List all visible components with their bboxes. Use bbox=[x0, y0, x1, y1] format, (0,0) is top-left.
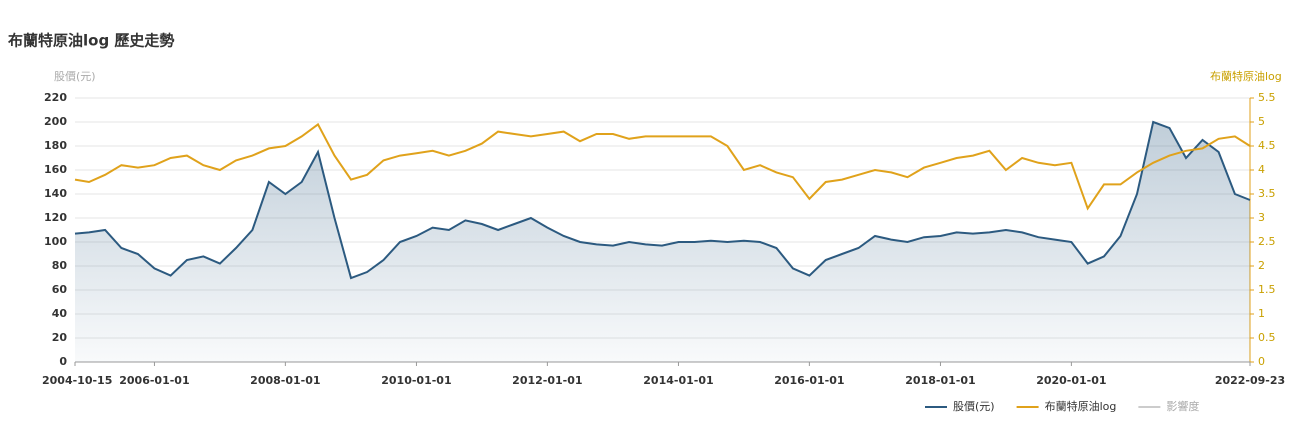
y2-tick-label: 5.5 bbox=[1258, 91, 1276, 104]
area bbox=[75, 122, 1250, 362]
y2-tick-label: 2.5 bbox=[1258, 235, 1276, 248]
y-tick-label: 60 bbox=[52, 283, 68, 296]
y-tick-label: 80 bbox=[52, 259, 68, 272]
y-tick-label: 20 bbox=[52, 331, 68, 344]
y-tick-label: 0 bbox=[59, 355, 67, 368]
y-tick-label: 160 bbox=[44, 163, 67, 176]
y-tick-label: 200 bbox=[44, 115, 67, 128]
y2-tick-label: 0.5 bbox=[1258, 331, 1276, 344]
x-tick-label: 2020-01-01 bbox=[1036, 374, 1106, 387]
y-tick-label: 40 bbox=[52, 307, 68, 320]
x-tick-label: 2006-01-01 bbox=[119, 374, 189, 387]
y2-tick-label: 0 bbox=[1258, 355, 1265, 368]
y2-tick-label: 3.5 bbox=[1258, 187, 1276, 200]
line bbox=[74, 120, 1251, 280]
x-tick-label: 2014-01-01 bbox=[643, 374, 713, 387]
x-tick-label: 2008-01-01 bbox=[250, 374, 320, 387]
y-axis-title: 股價(元) bbox=[54, 69, 96, 83]
legend-label: 股價(元) bbox=[953, 399, 995, 413]
x-tick-label: 2016-01-01 bbox=[774, 374, 844, 387]
y2-tick-label: 4 bbox=[1258, 163, 1265, 176]
x-tick-label: 2022-09-23 bbox=[1215, 374, 1285, 387]
y2-tick-label: 1 bbox=[1258, 307, 1265, 320]
y2-tick-label: 4.5 bbox=[1258, 139, 1276, 152]
x-tick-label: 2018-01-01 bbox=[905, 374, 975, 387]
y-tick-label: 100 bbox=[44, 235, 67, 248]
y-tick-label: 220 bbox=[44, 91, 67, 104]
y2-tick-label: 1.5 bbox=[1258, 283, 1276, 296]
x-tick-label: 2010-01-01 bbox=[381, 374, 451, 387]
y2-tick-label: 5 bbox=[1258, 115, 1265, 128]
line bbox=[74, 122, 1251, 211]
legend-label: 影響度 bbox=[1166, 399, 1199, 413]
y2-tick-label: 2 bbox=[1258, 259, 1265, 272]
chart-title: 布蘭特原油log 歷史走勢 bbox=[8, 32, 174, 50]
x-tick-label: 2004-10-15 bbox=[42, 374, 112, 387]
y-tick-label: 120 bbox=[44, 211, 67, 224]
y2-axis-title: 布蘭特原油log bbox=[1210, 69, 1282, 83]
y-tick-label: 180 bbox=[44, 139, 67, 152]
x-tick-label: 2012-01-01 bbox=[512, 374, 582, 387]
y-tick-label: 140 bbox=[44, 187, 67, 200]
y2-tick-label: 3 bbox=[1258, 211, 1265, 224]
legend-label: 布蘭特原油log bbox=[1045, 399, 1117, 413]
